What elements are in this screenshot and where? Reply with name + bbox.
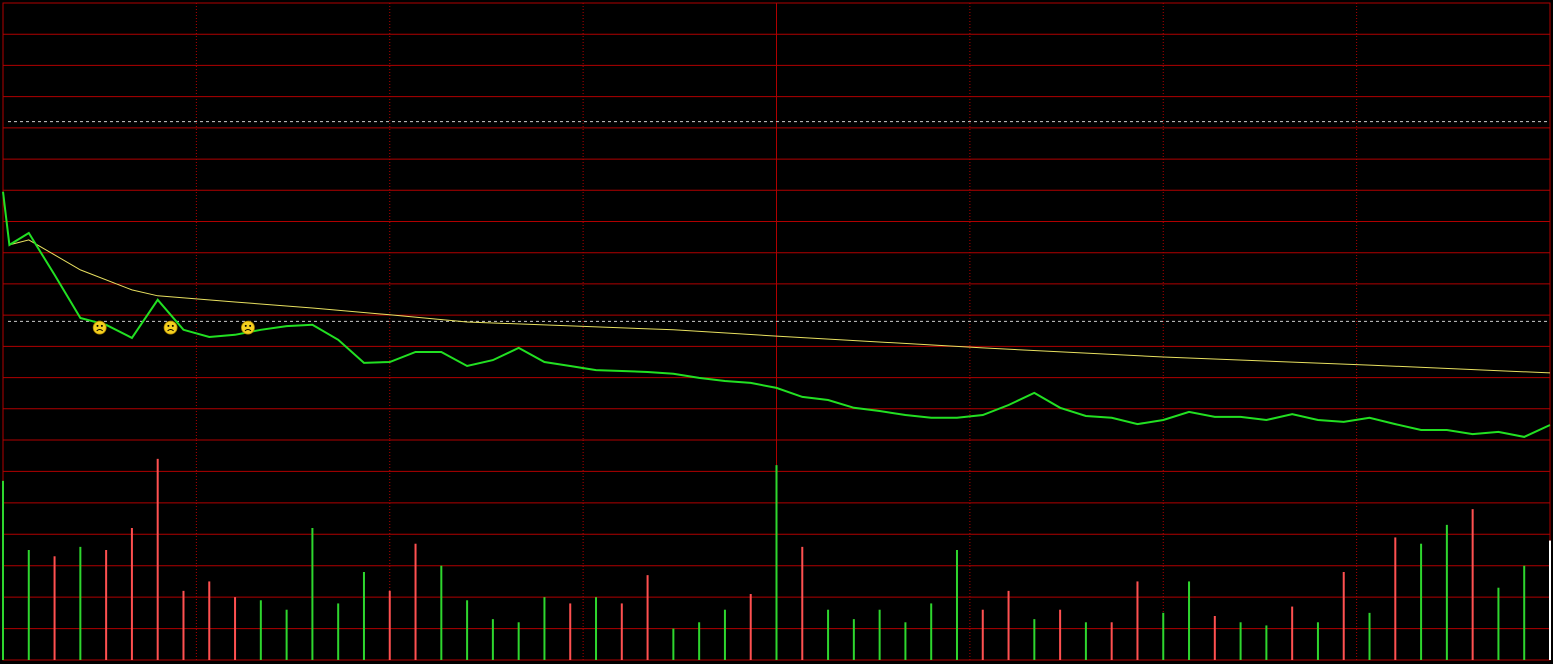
marker-eye: [244, 324, 247, 327]
volume-bar: [105, 550, 108, 660]
volume-bar: [1007, 590, 1010, 660]
volume-bar: [1316, 622, 1319, 660]
volume-bar: [1188, 581, 1191, 660]
volume-bar: [1291, 606, 1294, 660]
volume-bar: [543, 597, 546, 660]
volume-bar: [234, 597, 237, 660]
marker-mouth: [244, 328, 252, 332]
marker-eye: [96, 324, 99, 327]
volume-bar: [775, 465, 778, 660]
volume-bar: [337, 603, 340, 660]
marker-eye: [249, 324, 252, 327]
volume-bar: [801, 546, 804, 660]
volume-bar: [723, 609, 726, 660]
volume-bar: [955, 550, 958, 660]
volume-bar: [1497, 587, 1500, 660]
volume-bar: [79, 546, 82, 660]
marker: [241, 320, 255, 335]
marker-eye: [167, 324, 170, 327]
marker: [163, 320, 178, 335]
volume-bar: [1445, 524, 1448, 660]
volume-bar: [852, 619, 855, 660]
volume-bar: [466, 600, 469, 660]
marker-face: [163, 320, 178, 335]
volume-bar: [878, 609, 881, 660]
marker-mouth: [167, 328, 174, 332]
volume-bar: [1239, 622, 1242, 660]
volume-bar: [1265, 625, 1268, 660]
volume-bar: [440, 565, 443, 660]
volume-bar: [646, 575, 649, 660]
volume-bar: [595, 597, 598, 660]
volume-bar: [1549, 540, 1551, 660]
volume-bar: [1368, 612, 1371, 660]
marker-eye: [171, 324, 174, 327]
volume-bar: [1059, 609, 1062, 660]
volume-bar: [517, 622, 520, 660]
volume-bar: [1110, 622, 1113, 660]
volume-bar: [2, 480, 4, 660]
volume-bar: [749, 594, 752, 660]
series-line: [9, 239, 1551, 374]
volume-bar: [27, 550, 30, 660]
volume-bar: [1033, 619, 1036, 660]
volume-bar: [981, 609, 984, 660]
volume-bar: [1136, 581, 1139, 660]
volume-bar: [156, 458, 159, 660]
volume-bar: [620, 603, 623, 660]
marker-mouth: [96, 328, 104, 332]
volume-bar: [1213, 616, 1216, 660]
volume-bar: [182, 590, 185, 660]
volume-bar: [698, 622, 701, 660]
volume-bar: [362, 572, 365, 660]
volume-bar: [311, 528, 314, 660]
volume-bar: [414, 543, 417, 660]
volume-bar: [1471, 509, 1474, 660]
marker-face: [241, 320, 255, 335]
volume-bar: [388, 590, 391, 660]
marker-face: [92, 320, 107, 335]
volume-bar: [930, 603, 933, 660]
volume-bar: [208, 581, 211, 660]
marker-eye: [100, 324, 103, 327]
volume-bar: [904, 622, 907, 660]
series-line: [2, 191, 1551, 438]
volume-bar: [1084, 622, 1087, 660]
volume-bar: [285, 609, 288, 660]
volume-bar: [130, 528, 133, 660]
volume-bar: [569, 603, 572, 660]
volume-bar: [491, 619, 494, 660]
volume-bar: [1162, 612, 1165, 660]
volume-bar: [53, 556, 56, 660]
volume-bar: [1523, 565, 1526, 660]
volume-bar: [1394, 537, 1397, 660]
volume-bar: [827, 609, 830, 660]
volume-bar: [259, 600, 262, 660]
volume-bar: [672, 628, 675, 660]
volume-bar: [1342, 572, 1345, 660]
marker: [92, 320, 107, 335]
volume-bar: [1420, 543, 1423, 660]
